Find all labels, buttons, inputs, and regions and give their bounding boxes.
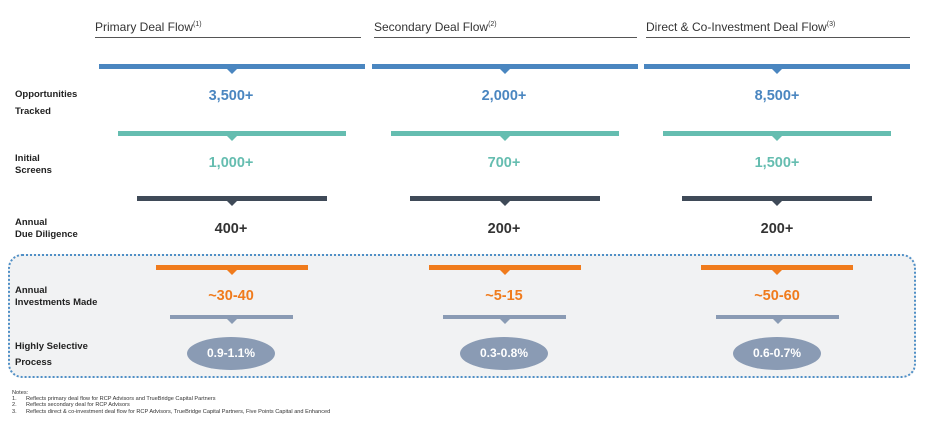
diligence-value: 200+ [760,221,794,237]
selective-badge: 0.6-0.7% [733,337,821,370]
column-rule [95,37,361,38]
chevron-down-icon [772,270,782,275]
chevron-down-icon [772,69,782,74]
screens-value: 1,500+ [754,155,800,171]
opportunities-bar [644,64,910,74]
row-label-investments: Annual Investments Made [15,285,98,308]
opportunities-bar [372,64,638,74]
footnote: 2. Reflects secondary deal for RCP Adviso… [12,402,130,409]
investments-value: ~50-60 [754,288,800,304]
footnote: 1. Reflects primary deal flow for RCP Adv… [12,396,216,403]
investments-bar [429,265,581,275]
diligence-value: 200+ [487,221,521,237]
chevron-down-icon [500,201,510,206]
investments-bar [701,265,853,275]
chevron-down-icon [227,201,237,206]
row-label-selective: Highly Selective Process [15,341,88,368]
chevron-down-icon [227,136,237,141]
selective-badge: 0.3-0.8% [460,337,548,370]
chevron-down-icon [772,201,782,206]
diligence-bar [682,196,872,206]
investments-value: ~5-15 [485,288,523,304]
notes-heading: Notes: [12,390,29,396]
opportunities-bar [99,64,365,74]
selective-bar [170,315,293,324]
chevron-down-icon [500,270,510,275]
column-rule [646,37,910,38]
screens-value: 700+ [487,155,521,171]
opportunities-value: 8,500+ [754,88,800,104]
column-title-direct: Direct & Co-Investment Deal Flow(3) [646,20,836,34]
row-label-screens: Initial Screens [15,153,52,176]
column-title-primary: Primary Deal Flow(1) [95,20,202,34]
selective-badge: 0.9-1.1% [187,337,275,370]
investments-bar [156,265,308,275]
screens-bar [118,131,346,141]
opportunities-value: 2,000+ [481,88,527,104]
column-rule [374,37,637,38]
screens-bar [391,131,619,141]
chevron-down-icon [226,319,237,324]
diligence-value: 400+ [214,221,248,237]
opportunities-value: 3,500+ [208,88,254,104]
chevron-down-icon [772,319,783,324]
diligence-bar [410,196,600,206]
diligence-bar [137,196,327,206]
footnotes: Notes: 1. Reflects primary deal flow for … [12,390,330,415]
chevron-down-icon [772,136,782,141]
footnote: 3. Reflects direct & co-investment deal f… [12,408,331,415]
chevron-down-icon [227,69,237,74]
selective-bar [716,315,839,324]
chevron-down-icon [227,270,237,275]
investments-value: ~30-40 [208,288,254,304]
chevron-down-icon [499,319,510,324]
column-title-secondary: Secondary Deal Flow(2) [374,20,497,34]
selective-bar [443,315,566,324]
row-label-diligence: Annual Due Diligence [15,217,78,240]
chevron-down-icon [500,69,510,74]
row-label-opportunities: Opportunities Tracked [15,89,78,117]
chevron-down-icon [500,136,510,141]
screens-bar [663,131,891,141]
screens-value: 1,000+ [208,155,254,171]
